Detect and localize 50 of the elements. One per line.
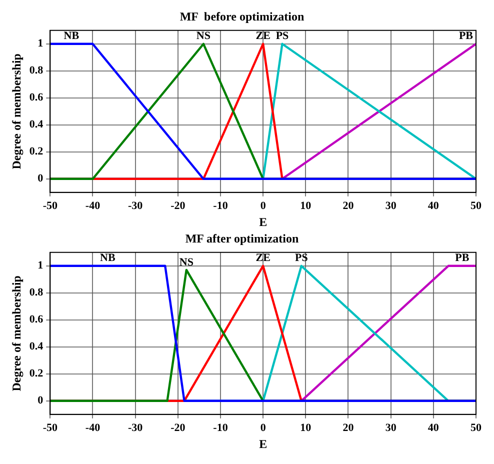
x-tick-label: -30 — [128, 422, 144, 434]
x-tick-label: -10 — [213, 422, 228, 434]
x-tick-label: 40 — [428, 422, 440, 434]
x-tick-label: 0 — [260, 200, 266, 212]
x-tick-label: 30 — [385, 200, 397, 212]
series-label: NS — [196, 30, 210, 42]
x-tick-label: -50 — [42, 422, 58, 434]
x-tick-label: 40 — [428, 200, 440, 212]
y-tick-label: 1 — [38, 38, 44, 50]
y-tick-label: 0.2 — [29, 368, 44, 380]
x-tick-label: -30 — [128, 200, 144, 212]
y-tick-label: 0.8 — [29, 286, 44, 299]
x-tick-label: -20 — [170, 422, 186, 434]
x-tick-label: -20 — [170, 200, 186, 212]
y-tick-label: 0 — [38, 394, 44, 407]
x-tick-label: 50 — [470, 200, 482, 212]
series-label: ZE — [256, 252, 270, 264]
y-axis-title: Degree of membership — [9, 275, 24, 392]
series-label: NB — [64, 30, 80, 42]
x-tick-label: 0 — [260, 422, 266, 434]
series-label: PS — [276, 30, 289, 42]
x-tick-label: -10 — [213, 200, 228, 212]
chart-title: MF before optimization — [180, 9, 304, 24]
series-label: NB — [100, 252, 116, 264]
series-label: PS — [294, 252, 308, 264]
chart-title: MF after optimization — [185, 231, 299, 246]
y-tick-label: 1 — [38, 260, 44, 272]
x-tick-label: -40 — [85, 200, 101, 212]
series-label: ZE — [256, 30, 270, 42]
y-tick-label: 0 — [38, 172, 44, 185]
series-label: PB — [455, 252, 470, 264]
x-tick-label: 10 — [300, 422, 312, 434]
y-axis-title: Degree of membership — [9, 53, 24, 170]
y-tick-label: 0.6 — [29, 92, 44, 104]
x-tick-label: 50 — [470, 422, 482, 434]
x-tick-label: 30 — [385, 422, 397, 434]
x-axis-title: E — [259, 214, 268, 229]
x-tick-label: -40 — [85, 422, 101, 434]
y-tick-label: 0.4 — [29, 118, 44, 131]
x-tick-label: 10 — [300, 200, 312, 212]
x-tick-label: 20 — [342, 200, 354, 212]
y-tick-label: 0.6 — [29, 314, 44, 326]
x-axis-title: E — [259, 436, 268, 451]
x-tick-label: 20 — [342, 422, 354, 434]
series-label: PB — [458, 30, 474, 42]
y-tick-label: 0.2 — [29, 146, 44, 158]
x-tick-label: -50 — [42, 200, 58, 212]
series-label: NS — [179, 256, 194, 268]
y-tick-label: 0.8 — [29, 64, 44, 77]
y-tick-label: 0.4 — [29, 340, 44, 353]
